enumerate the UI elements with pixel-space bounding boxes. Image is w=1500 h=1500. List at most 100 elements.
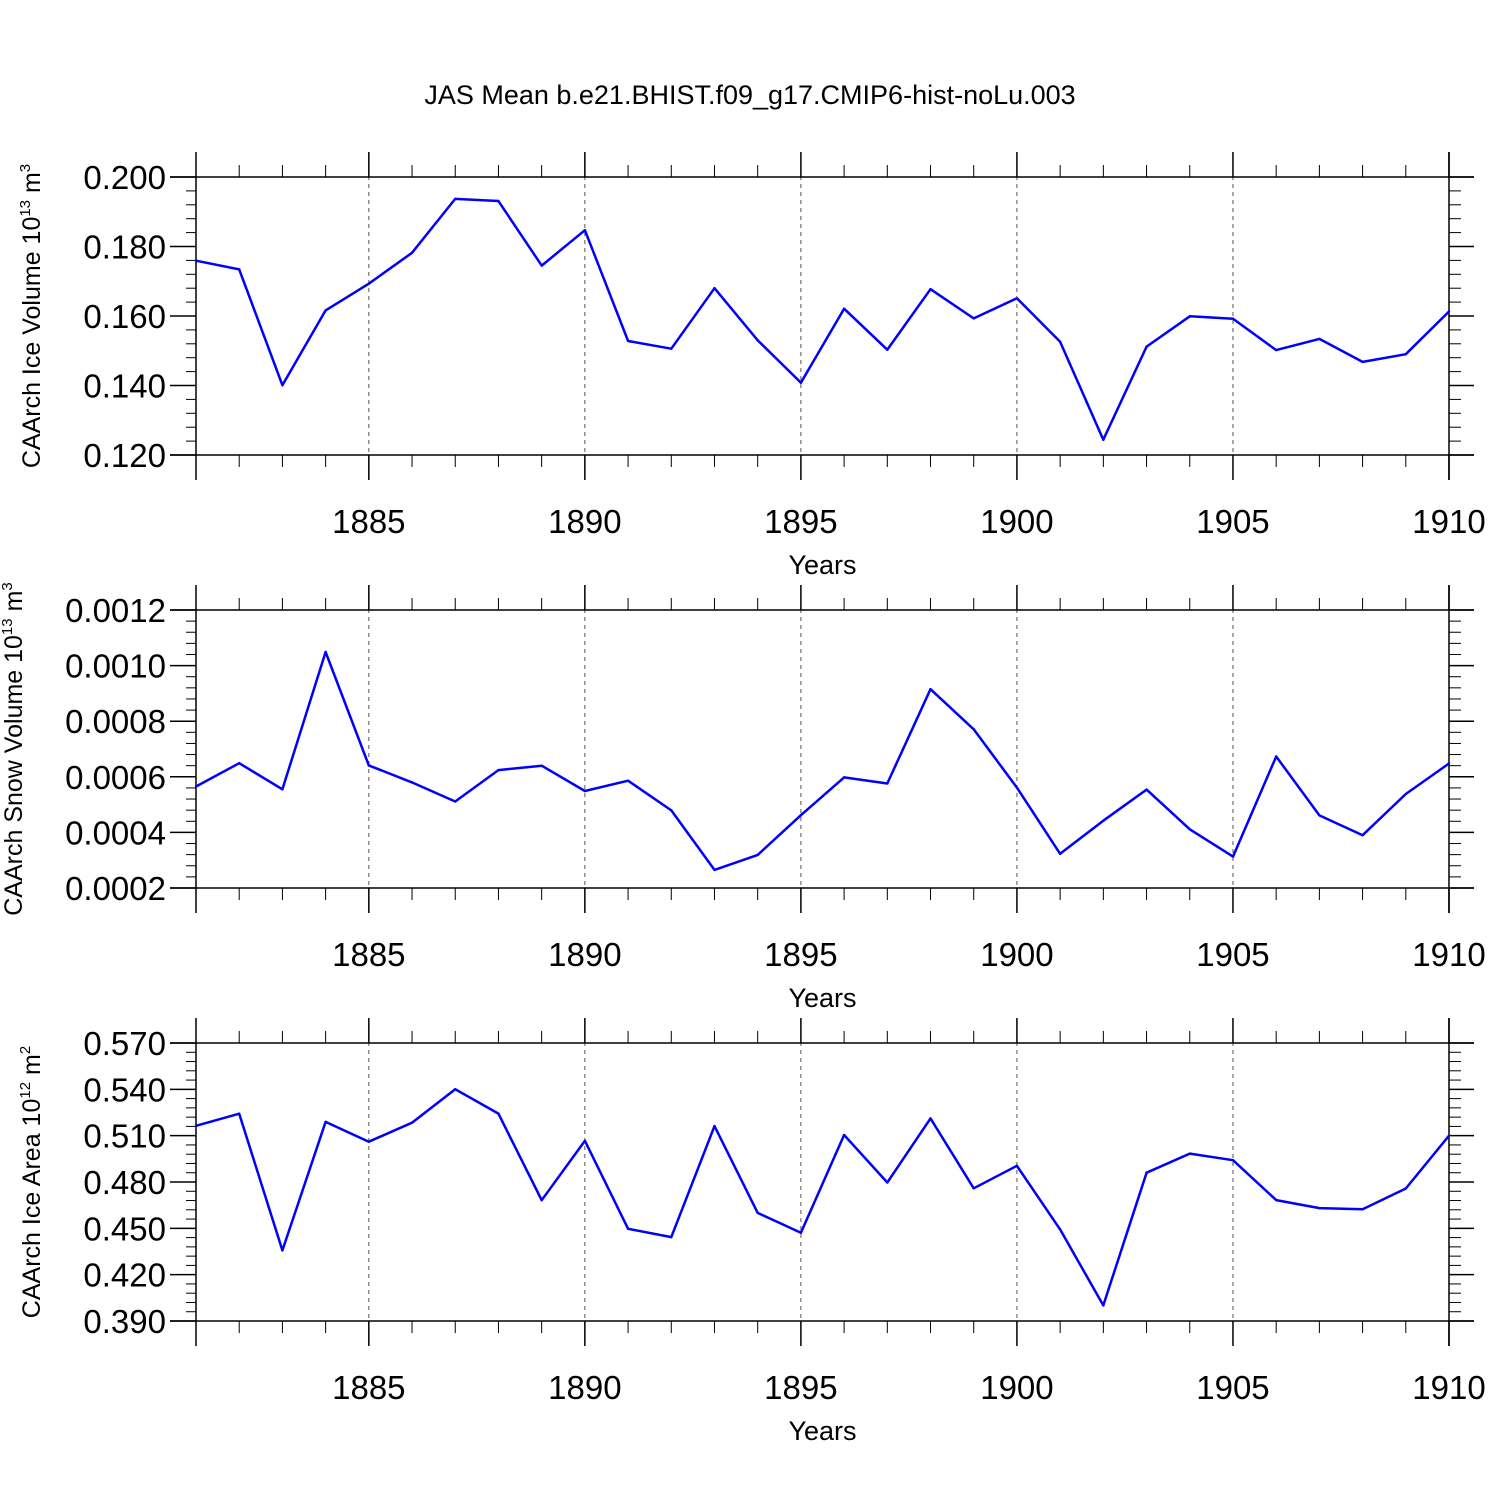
data-point xyxy=(886,782,889,785)
data-point xyxy=(238,761,241,765)
x-tick-label: 1900 xyxy=(980,936,1053,973)
x-tick-label: 1910 xyxy=(1412,503,1485,540)
data-point xyxy=(626,339,630,343)
series-line-ice_volume xyxy=(195,197,1450,441)
data-point xyxy=(324,1120,327,1124)
plot-area xyxy=(170,152,1474,480)
x-tick-label: 1885 xyxy=(332,1369,405,1406)
data-point xyxy=(1058,1228,1062,1231)
y-axis-title-exponent: 13 xyxy=(17,200,34,217)
y-tick-label: 0.0006 xyxy=(65,759,166,796)
data-point xyxy=(1274,755,1278,758)
data-point xyxy=(1058,852,1062,856)
data-point xyxy=(1015,786,1019,789)
data-point xyxy=(238,1112,241,1115)
x-tick-label: 1890 xyxy=(548,503,621,540)
data-point xyxy=(281,383,284,387)
data-point xyxy=(583,1139,587,1142)
data-point xyxy=(713,868,716,872)
data-point xyxy=(367,1140,371,1143)
data-point xyxy=(238,268,241,271)
data-point xyxy=(367,282,371,285)
data-point xyxy=(799,1231,803,1234)
data-point xyxy=(1102,819,1105,822)
data-point xyxy=(281,788,284,791)
y-axis-title: CAArch Snow Volume 1013 m3 xyxy=(0,582,28,916)
data-point xyxy=(1102,438,1105,441)
y-axis-title-exponent: 12 xyxy=(17,1082,34,1099)
data-point xyxy=(1015,297,1019,300)
panel-1: 0.120 0.140 0.160 0.180 0.200 1885 1890 1895 190… xyxy=(17,152,1486,580)
x-tick-label: 1905 xyxy=(1196,936,1269,973)
data-point xyxy=(410,781,414,784)
data-point xyxy=(842,776,846,779)
data-point xyxy=(1404,792,1407,796)
data-point xyxy=(540,764,543,767)
x-tick-label: 1890 xyxy=(548,1369,621,1406)
y-tick-label: 0.0008 xyxy=(65,703,166,740)
data-point xyxy=(799,381,803,384)
y-tick-label: 0.540 xyxy=(83,1071,166,1108)
x-axis-title: Years xyxy=(788,550,856,580)
y-axis-title-unit-exponent: 3 xyxy=(0,582,16,590)
y-tick-label: 0.180 xyxy=(83,229,166,266)
y-tick-label: 0.390 xyxy=(83,1303,166,1340)
data-point xyxy=(1318,337,1321,341)
data-point xyxy=(1447,1134,1451,1137)
y-tick-label: 0.0012 xyxy=(65,592,166,629)
data-point xyxy=(281,1249,284,1252)
y-tick-label: 0.160 xyxy=(83,298,166,335)
data-point xyxy=(886,1181,889,1184)
data-point xyxy=(1404,1187,1407,1190)
y-axis-title-unit: m xyxy=(0,591,28,619)
data-point xyxy=(972,1187,975,1190)
data-point xyxy=(1274,1198,1278,1202)
data-point xyxy=(1447,310,1451,313)
x-tick-label: 1885 xyxy=(332,936,405,973)
data-point xyxy=(842,307,846,310)
data-point xyxy=(367,764,371,767)
data-point xyxy=(1058,340,1062,343)
data-point xyxy=(756,853,759,857)
data-point xyxy=(670,809,673,812)
y-axis-title-unit: m xyxy=(18,172,46,200)
data-point xyxy=(540,264,543,267)
x-tick-label: 1900 xyxy=(980,1369,1053,1406)
data-point xyxy=(540,1199,543,1202)
x-tick-label: 1895 xyxy=(764,503,837,540)
data-point xyxy=(497,1112,500,1115)
x-tick-label: 1910 xyxy=(1412,1369,1485,1406)
data-point xyxy=(1145,1171,1148,1174)
data-point xyxy=(1318,1206,1321,1210)
y-axis-title: CAArch Ice Area 1012 m2 xyxy=(17,1046,46,1318)
data-point xyxy=(454,1087,457,1091)
y-tick-label: 0.420 xyxy=(83,1257,166,1294)
y-tick-label: 0.570 xyxy=(83,1025,166,1062)
data-point xyxy=(194,259,198,262)
data-point xyxy=(713,287,716,290)
data-point xyxy=(756,339,759,342)
y-axis-title-unit: m xyxy=(18,1054,46,1082)
data-point xyxy=(972,317,975,320)
data-point xyxy=(1274,348,1278,352)
data-point xyxy=(626,1227,630,1230)
data-point xyxy=(1145,788,1148,791)
x-tick-label: 1910 xyxy=(1412,936,1485,973)
y-tick-label: 0.450 xyxy=(83,1210,166,1247)
data-point xyxy=(972,728,975,731)
data-point xyxy=(194,785,198,788)
data-point xyxy=(454,197,457,201)
y-tick-label: 0.480 xyxy=(83,1164,166,1201)
data-point xyxy=(1318,814,1321,817)
data-point xyxy=(1015,1164,1019,1167)
data-point xyxy=(842,1133,846,1137)
series-line-snow_volume xyxy=(195,650,1450,872)
data-point xyxy=(1447,762,1451,765)
data-point xyxy=(497,199,500,203)
x-tick-label: 1885 xyxy=(332,503,405,540)
plot-area xyxy=(170,585,1474,913)
data-point xyxy=(410,1121,414,1124)
data-point xyxy=(1188,1152,1191,1155)
y-axis-title-exponent: 13 xyxy=(0,618,16,635)
